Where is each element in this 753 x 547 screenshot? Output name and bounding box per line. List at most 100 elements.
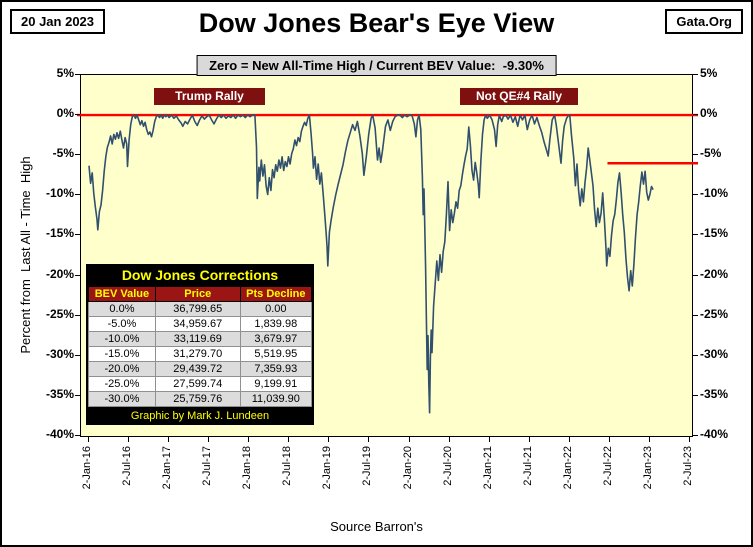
x-tick-label: 2-Jul-20 (441, 446, 454, 486)
x-tick-label: 2-Jul-22 (601, 446, 614, 486)
x-tick-label: 2-Jul-19 (361, 446, 374, 486)
table-cell: -30.0% (88, 391, 156, 407)
y-tick-mark (75, 314, 80, 316)
x-tick-mark (328, 437, 330, 442)
y-tick-label-left: 0% (56, 106, 74, 121)
table-row: -15.0% 31,279.70 5,519.95 (88, 346, 313, 362)
y-tick-mark (693, 435, 698, 436)
page-title: Dow Jones Bear's Eye View (198, 8, 555, 38)
table-cell: 11,039.90 (239, 391, 313, 407)
x-tick-label: 2-Jul-18 (281, 446, 294, 486)
table-cell: 0.0% (88, 301, 156, 317)
site-label-box: Gata.Org (665, 9, 743, 34)
x-tick-mark (448, 437, 450, 442)
y-tick-mark (693, 394, 698, 396)
x-tick-label: 2-Jul-17 (201, 446, 214, 486)
y-tick-label-left: -25% (45, 306, 74, 321)
trump-rally-annotation: Trump Rally (154, 88, 265, 105)
y-tick-label-right: -30% (700, 346, 729, 361)
y-tick-label-left: -30% (45, 346, 74, 361)
y-axis-title: Percent from Last All - Time High (18, 156, 33, 354)
y-tick-label-right: -15% (700, 226, 729, 241)
y-tick-mark (75, 354, 80, 356)
x-tick-label: 2-Jan-19 (321, 446, 334, 490)
table-cell: 5,519.95 (239, 346, 313, 362)
y-tick-mark (693, 274, 698, 276)
corrections-table-footer: Graphic by Mark J. Lundeen (130, 410, 270, 422)
table-cell: 25,759.76 (154, 391, 241, 407)
table-cell: 7,359.93 (239, 361, 313, 377)
corrections-table-body: 0.0% 36,799.65 0.00 -5.0% 34,959.67 1,839.98-… (88, 301, 313, 407)
x-tick-label: 2-Jan-17 (161, 446, 174, 490)
x-tick-label: 2-Jan-20 (401, 446, 414, 490)
x-tick-mark (568, 437, 570, 442)
not-qe4-rally-annotation: Not QE#4 Rally (460, 88, 578, 105)
x-tick-label: 2-Jul-21 (521, 446, 534, 486)
y-tick-label-right: -40% (700, 427, 729, 441)
y-tick-label-right: -5% (700, 146, 722, 161)
table-cell: -25.0% (88, 376, 156, 392)
y-tick-mark (75, 274, 80, 276)
table-cell: -10.0% (88, 331, 156, 347)
y-tick-mark (75, 234, 80, 236)
y-tick-mark (75, 74, 80, 75)
table-row: -25.0% 27,599.74 9,199.91 (88, 376, 313, 392)
x-tick-mark (288, 437, 290, 442)
x-tick-label: 2-Jan-21 (481, 446, 494, 490)
x-tick-mark (128, 437, 130, 442)
y-tick-mark (693, 234, 698, 236)
table-cell: 0.00 (239, 301, 313, 317)
corrections-col-header: Price (154, 286, 241, 302)
table-cell: 29,439.72 (154, 361, 241, 377)
table-cell: 27,599.74 (154, 376, 241, 392)
y-tick-label-right: -20% (700, 266, 729, 281)
table-cell: 34,959.67 (154, 316, 241, 332)
y-tick-mark (75, 394, 80, 396)
x-tick-mark (408, 437, 410, 442)
table-cell: -15.0% (88, 346, 156, 362)
x-tick-mark (528, 437, 530, 442)
table-row: -30.0% 25,759.76 11,039.90 (88, 391, 313, 407)
corrections-col-header: Pts Decline (239, 286, 313, 302)
x-tick-label: 2-Jan-23 (641, 446, 654, 490)
y-tick-label-right: 5% (700, 66, 718, 80)
x-tick-mark (248, 437, 250, 442)
table-row: 0.0% 36,799.65 0.00 (88, 301, 313, 317)
x-tick-label: 2-Jan-16 (81, 446, 93, 490)
x-tick-mark (608, 437, 610, 442)
x-tick-mark (168, 437, 170, 442)
table-cell: 33,119.69 (154, 331, 241, 347)
table-cell: 9,199.91 (239, 376, 313, 392)
bev-line (88, 114, 654, 414)
y-tick-label-left: -40% (45, 427, 74, 441)
corrections-col-header: BEV Value (88, 286, 156, 302)
y-tick-mark (693, 154, 698, 156)
corrections-table-title: Dow Jones Corrections (121, 267, 279, 283)
y-tick-mark (693, 194, 698, 196)
corrections-table-head-row: BEV Value Price Pts Decline (88, 286, 313, 302)
x-axis-source-label: Source Barron's (330, 519, 423, 534)
y-tick-mark (75, 435, 80, 436)
x-tick-label: 2-Jan-22 (561, 446, 574, 490)
table-cell: -20.0% (88, 361, 156, 377)
y-tick-mark (693, 314, 698, 316)
y-tick-label-right: -35% (700, 386, 729, 401)
x-tick-mark (648, 437, 650, 442)
y-tick-label-left: -15% (45, 226, 74, 241)
x-tick-label: 2-Jan-18 (241, 446, 254, 490)
y-tick-mark (693, 74, 698, 75)
x-tick-label: 2-Jul-23 (682, 446, 694, 486)
table-row: -10.0% 33,119.69 3,679.97 (88, 331, 313, 347)
table-row: -5.0% 34,959.67 1,839.98 (88, 316, 313, 332)
table-cell: 36,799.65 (154, 301, 241, 317)
y-tick-mark (75, 114, 80, 116)
date-box: 20 Jan 2023 (10, 9, 106, 34)
x-tick-mark (689, 437, 690, 442)
table-cell: -5.0% (88, 316, 156, 332)
y-tick-label-left: -5% (52, 146, 74, 161)
x-tick-mark (368, 437, 370, 442)
bev-line-chart (76, 113, 699, 414)
y-tick-mark (693, 114, 698, 116)
corrections-table: Dow Jones Corrections BEV Value Price Pts … (86, 264, 314, 425)
